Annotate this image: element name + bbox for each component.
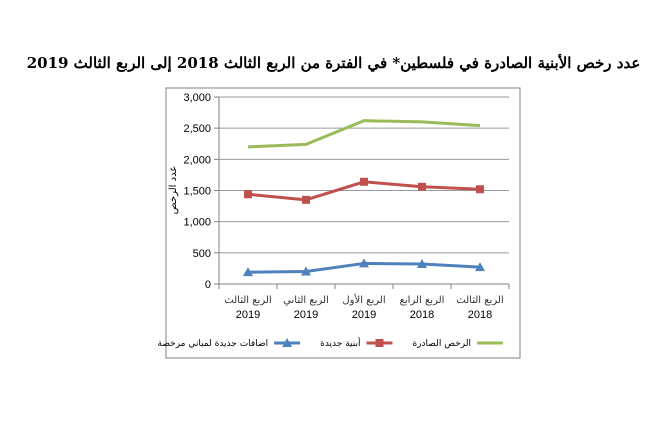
square-marker [360, 177, 368, 186]
triangle-marker [301, 266, 311, 276]
chart-title: عدد رخص الأبنية الصادرة في فلسطين* في ال… [26, 54, 641, 72]
series-group [244, 177, 484, 204]
x-tick-label-year: 2018 [468, 309, 492, 321]
x-tick-label-quarter: الربع الثالث [456, 295, 503, 306]
x-tick-label-year: 2019 [236, 309, 260, 321]
legend-item: اضافات جديدة لمباني مرخصة [158, 338, 301, 349]
legend: الرخص الصادرة أبنية جديدة اضافات جديدة لمب… [158, 337, 503, 349]
x-tick-label-quarter: الربع الأول [342, 293, 385, 306]
y-axis-label: عدد الرخص [168, 166, 179, 215]
legend-item: الرخص الصادرة [412, 339, 503, 349]
y-tick-label: 1,000 [183, 217, 211, 229]
x-tick-label-year: 2019 [352, 309, 376, 321]
legend-item: أبنية جديدة [320, 337, 393, 349]
x-axis: الربع الثالث 2018 الربع الرابع 2018 الربع ال… [218, 283, 510, 321]
square-marker [375, 339, 384, 347]
square-marker [302, 195, 310, 204]
y-tick-label: 2,500 [183, 123, 211, 135]
legend-label: الرخص الصادرة [412, 339, 471, 349]
x-tick-label-quarter: الربع الثالث [224, 295, 271, 306]
series-group [247, 119, 481, 149]
x-tick-label-quarter: الربع الثاني [283, 295, 329, 306]
y-tick-label: 2,000 [183, 154, 211, 166]
series-line [247, 119, 481, 149]
square-marker [418, 182, 426, 191]
square-marker [476, 185, 484, 194]
y-tick-label: 500 [193, 248, 211, 260]
triangle-marker [359, 258, 369, 268]
x-tick-label-year: 2019 [294, 309, 318, 321]
series-layer [243, 119, 485, 277]
series-group [243, 258, 485, 277]
y-axis: 0 500 1,000 1,500 2,000 2,500 3,000 [183, 92, 220, 291]
square-marker [244, 190, 252, 199]
gridlines [219, 96, 509, 254]
triangle-marker [243, 267, 253, 277]
legend-label: اضافات جديدة لمباني مرخصة [158, 339, 269, 349]
triangle-marker [282, 338, 293, 347]
y-tick-label: 1,500 [183, 186, 211, 198]
chart-frame [165, 87, 521, 359]
triangle-marker [417, 259, 427, 269]
triangle-marker [475, 262, 485, 272]
y-tick-label: 0 [205, 279, 211, 291]
x-tick-label-quarter: الربع الرابع [400, 295, 445, 306]
legend-label: أبنية جديدة [320, 337, 360, 349]
x-tick-label-year: 2018 [410, 309, 434, 321]
y-tick-label: 3,000 [183, 92, 211, 104]
